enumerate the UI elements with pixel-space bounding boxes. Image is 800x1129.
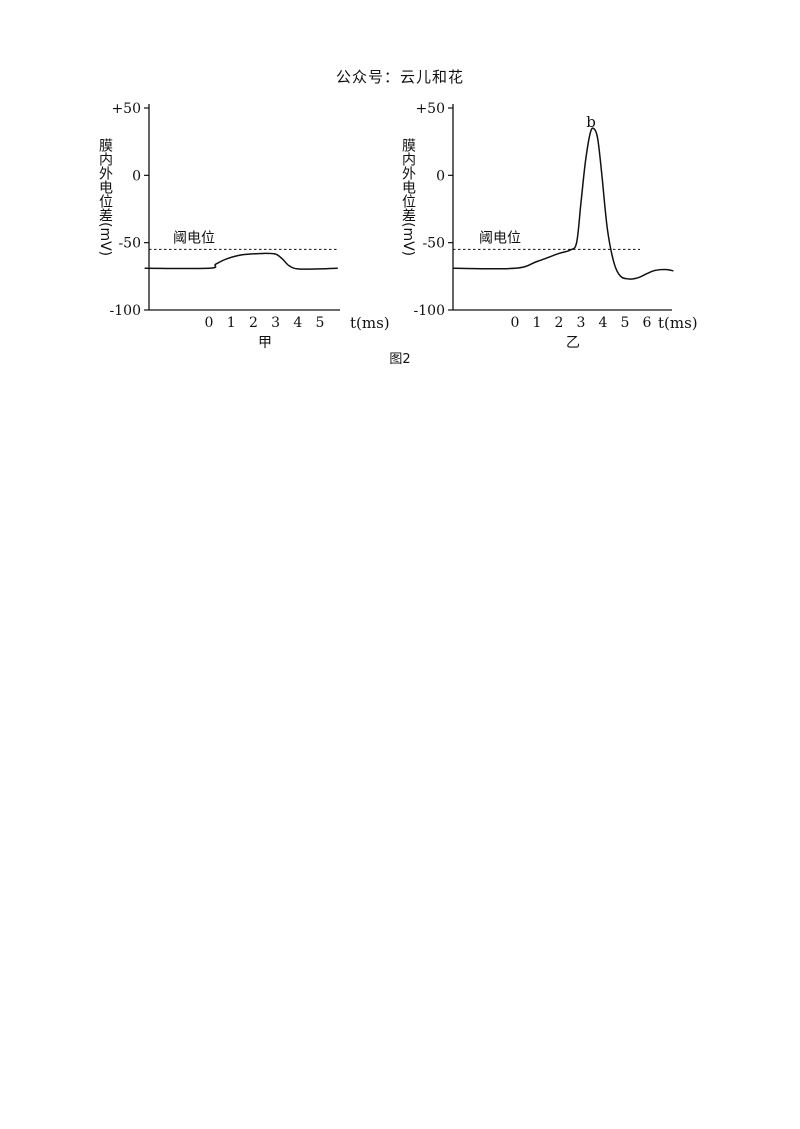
panel-1-y-axis-label: 膜内外电位差(mV) [97, 138, 113, 256]
panel-2-xtick-label: 6 [643, 315, 652, 331]
panel-1-xtick-label: 3 [271, 315, 280, 331]
panel-2-series-line [453, 127, 674, 280]
panel-1-xtick-label: 4 [293, 315, 302, 331]
figure-label: 图2 [389, 352, 411, 367]
panel-2-ytick-label: -100 [414, 303, 445, 319]
panel-2-x-axis-label: t(ms) [658, 314, 698, 332]
panel-2-ytick-label: 0 [436, 168, 445, 184]
panel-1-xtick-label: 0 [205, 315, 214, 331]
panel-2-xtick-label: 4 [599, 315, 608, 331]
panel-1-threshold-label: 阈电位 [173, 230, 215, 246]
panel-1-ytick-label: +50 [111, 101, 141, 117]
panel-2-ytick-label: -50 [422, 236, 445, 252]
panel-1-panel-label: 甲 [258, 335, 272, 351]
panel-2-peak-label: b [586, 113, 596, 131]
panel-1-x-axis-label: t(ms) [350, 314, 390, 332]
panel-1-ytick-label: -100 [110, 303, 141, 319]
panel-2-xtick-label: 5 [621, 315, 630, 331]
panel-2-ytick-label: +50 [415, 101, 445, 117]
panel-2-xtick-label: 1 [533, 315, 542, 331]
panel-1-xtick-label: 2 [249, 315, 258, 331]
panel-1-series-line [144, 252, 338, 270]
panel-1-ytick-label: -50 [118, 236, 141, 252]
panel-1-xtick-label: 5 [316, 315, 325, 331]
panel-1-xtick-label: 1 [227, 315, 236, 331]
panel-2-threshold-label: 阈电位 [479, 230, 521, 246]
panel-1-ytick-label: 0 [132, 168, 141, 184]
panel-2-xtick-label: 3 [577, 315, 586, 331]
panel-2-panel-label: 乙 [566, 335, 580, 351]
panel-2-y-axis-label: 膜内外电位差(mV) [400, 138, 416, 256]
panel-2-xtick-label: 0 [511, 315, 520, 331]
header-text: 公众号：云儿和花 [335, 68, 464, 86]
panel-2-xtick-label: 2 [555, 315, 564, 331]
